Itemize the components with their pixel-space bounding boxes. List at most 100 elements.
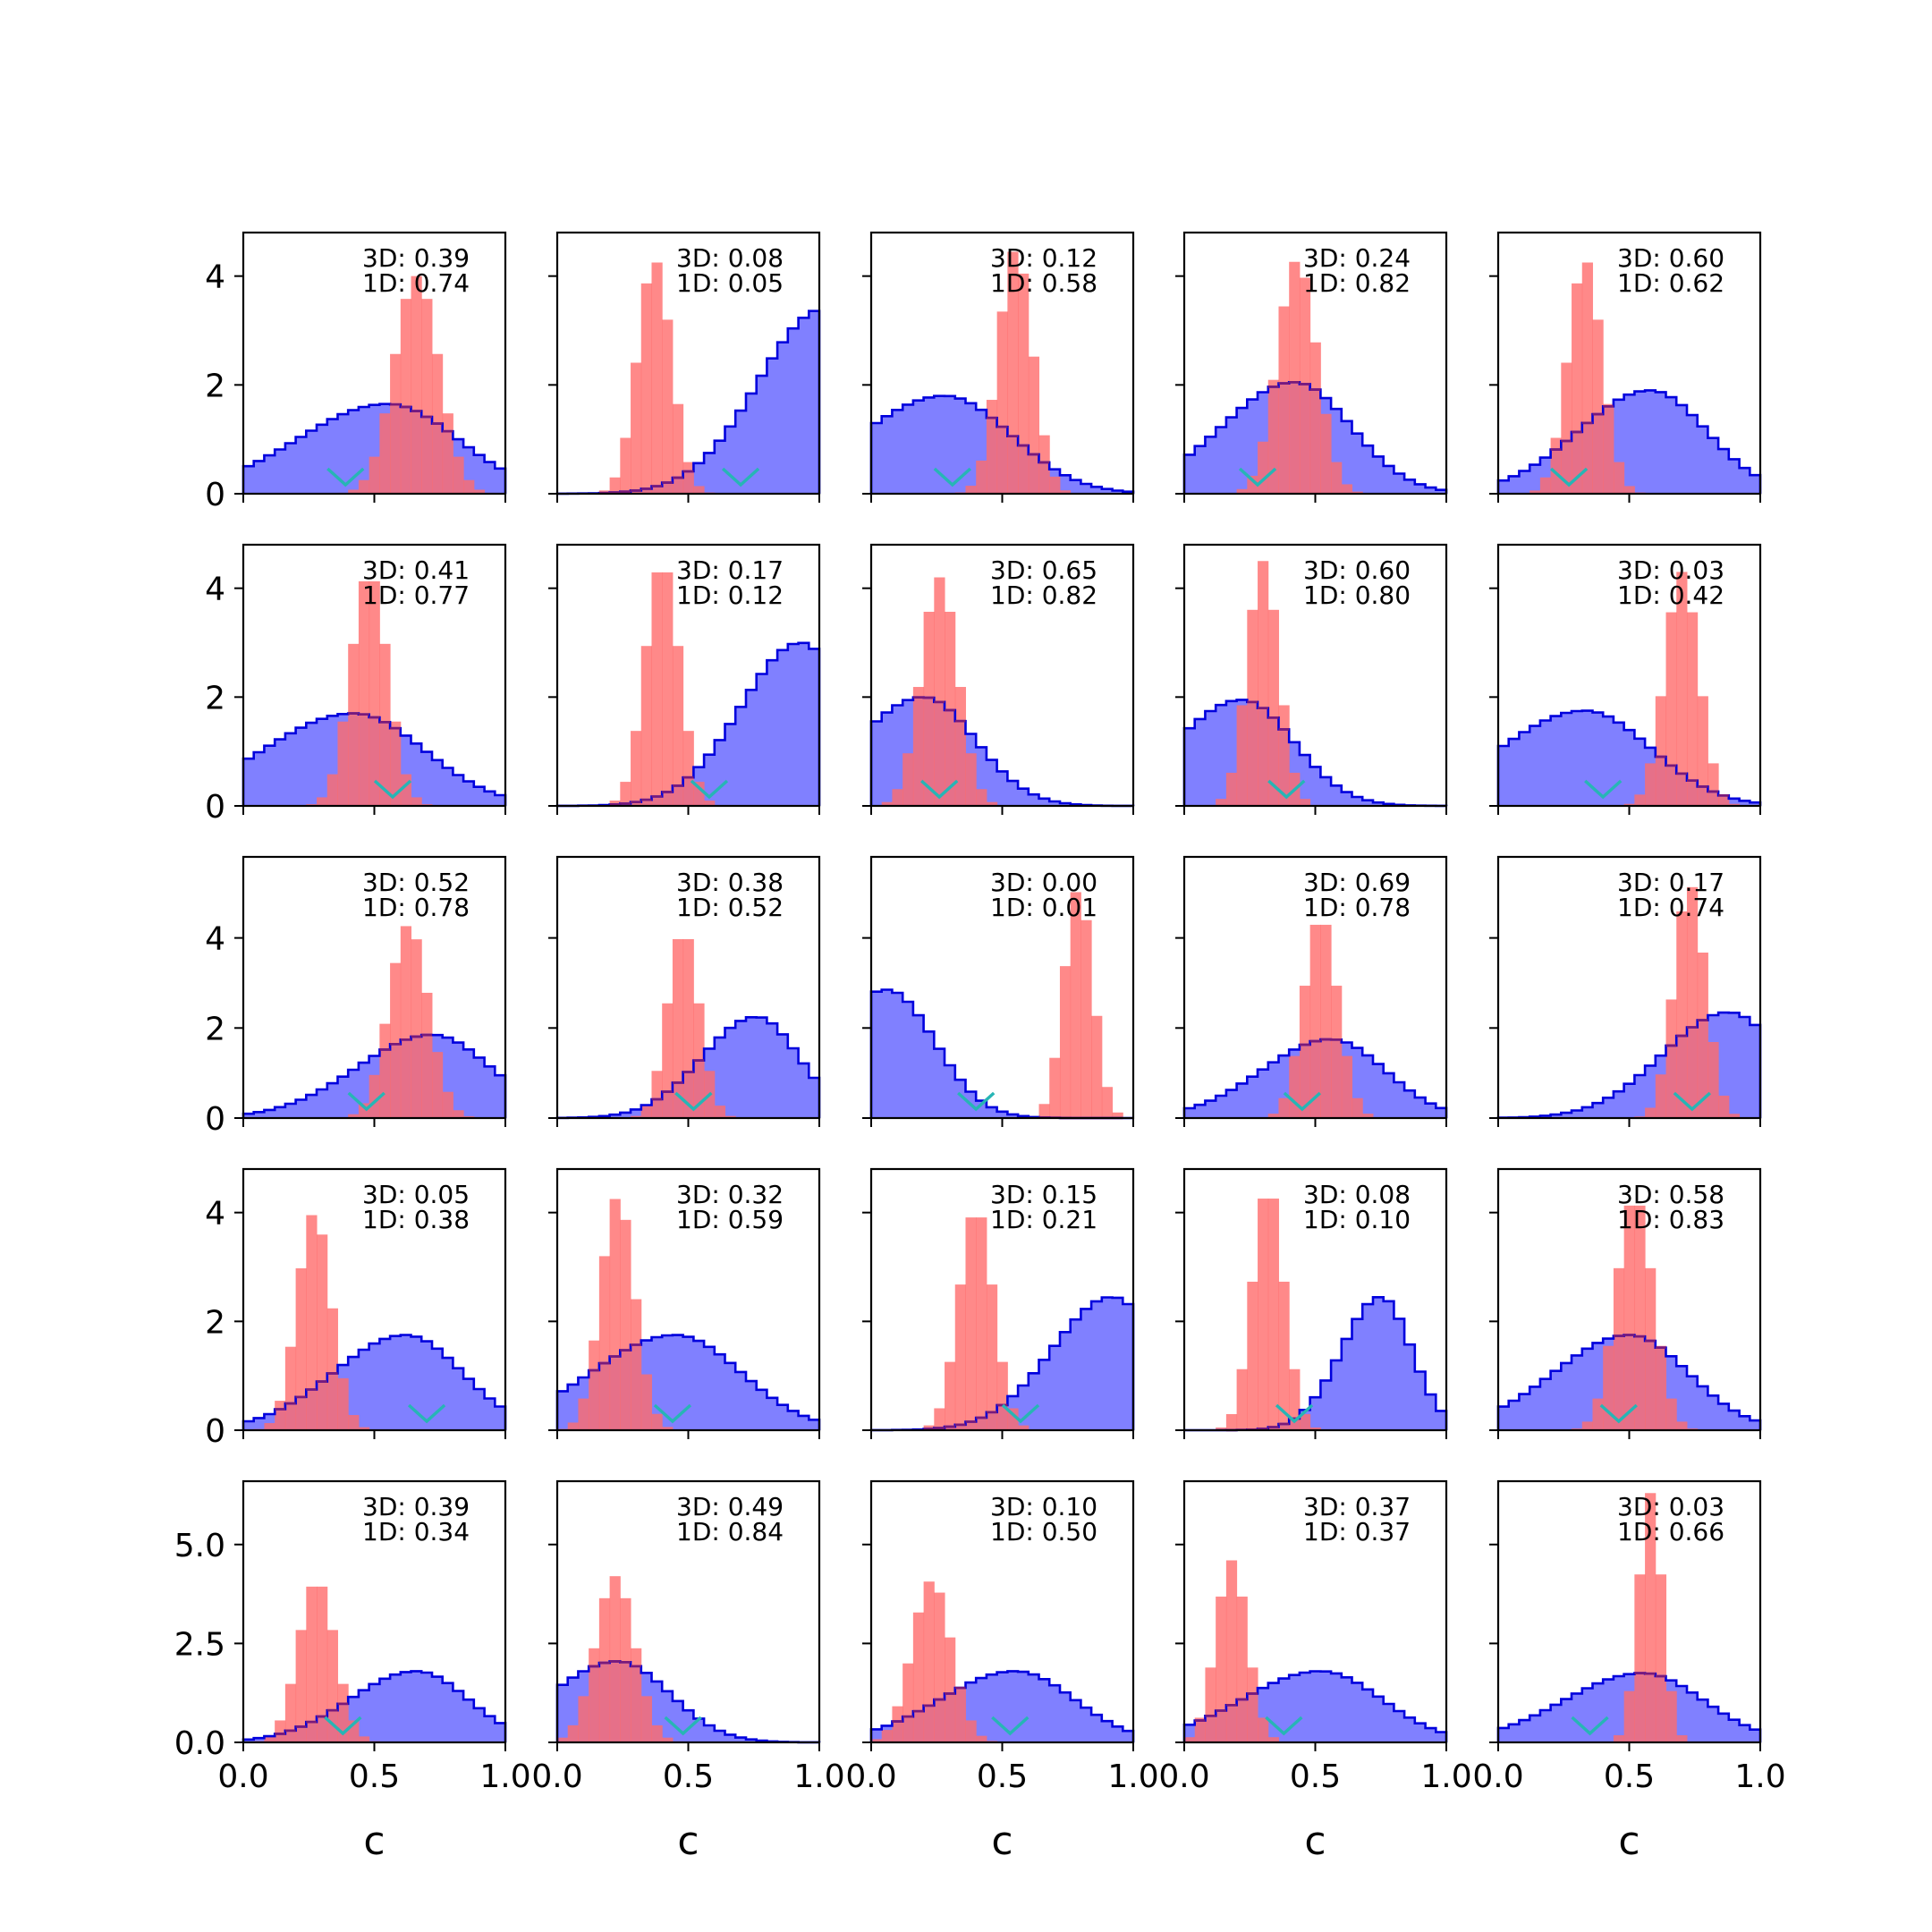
blue-histogram-bar	[400, 1335, 412, 1430]
x-tick-label: 0.0	[217, 1758, 268, 1795]
cyan-marker	[1238, 467, 1277, 487]
blue-histogram-bar	[1550, 716, 1562, 806]
blue-histogram-bar	[1404, 1344, 1416, 1430]
blue-histogram-bar	[1581, 710, 1593, 806]
blue-histogram-bar	[682, 1336, 694, 1430]
blue-histogram-bar	[1686, 415, 1699, 494]
blue-histogram-bar	[1007, 781, 1019, 806]
red-histogram-bar	[1331, 462, 1343, 494]
blue-histogram-bar	[1091, 487, 1103, 494]
blue-histogram-bar	[348, 1069, 360, 1118]
blue-histogram-bar	[495, 468, 506, 494]
blue-histogram-bar	[767, 358, 778, 494]
cyan-marker	[1265, 1716, 1303, 1736]
red-histogram-bar	[348, 489, 360, 494]
red-histogram-bar	[934, 1408, 945, 1430]
cyan-marker	[324, 1716, 362, 1736]
blue-histogram-bar	[1750, 475, 1761, 494]
annotation-1d: 1D: 0.42	[1617, 580, 1724, 610]
red-histogram-bar	[1049, 476, 1061, 494]
red-histogram-bar	[640, 1106, 652, 1118]
red-histogram-bar	[1728, 803, 1741, 806]
x-axis-label: c	[1618, 1818, 1640, 1864]
blue-histogram-bar	[1581, 1106, 1593, 1118]
red-histogram-bar	[1665, 1690, 1677, 1742]
blue-histogram-bar	[411, 743, 422, 806]
red-histogram-bar	[1676, 911, 1688, 1118]
blue-histogram-bar	[1718, 449, 1730, 494]
blue-histogram-bar	[1352, 1318, 1363, 1430]
annotation-1d: 1D: 0.50	[990, 1517, 1097, 1546]
blue-histogram-bar	[442, 1358, 453, 1430]
blue-histogram-bar	[473, 1707, 486, 1742]
red-histogram-bar	[1645, 1267, 1657, 1430]
blue-histogram-outline	[1496, 1672, 1762, 1742]
red-histogram-bar	[326, 1630, 338, 1742]
blue-histogram-bar	[1236, 1083, 1248, 1118]
annotation-3d: 3D: 0.10	[990, 1492, 1097, 1521]
blue-histogram-bar	[473, 1389, 486, 1430]
blue-histogram-bar	[1425, 487, 1436, 494]
blue-histogram-bar	[1194, 718, 1206, 806]
red-histogram-bar	[369, 580, 380, 806]
red-histogram-bar	[348, 1415, 360, 1430]
annotation-1d: 1D: 0.05	[676, 268, 784, 298]
red-histogram-bar	[672, 646, 684, 806]
blue-histogram-bar	[672, 1335, 684, 1430]
red-histogram-bar	[986, 1284, 998, 1430]
blue-histogram-bar	[411, 1336, 422, 1430]
blue-histogram-bar	[1539, 1709, 1552, 1742]
blue-histogram-bar	[1225, 1089, 1238, 1118]
red-histogram-bar	[1697, 696, 1708, 806]
red-histogram-bar	[1059, 490, 1072, 494]
blue-histogram-bar	[431, 1676, 444, 1742]
blue-histogram-bar	[881, 416, 893, 494]
blue-histogram-bar	[756, 674, 767, 806]
blue-histogram-bar	[306, 723, 318, 806]
overlap-outline	[1194, 1692, 1258, 1722]
annotation-1d: 1D: 0.84	[676, 1517, 784, 1546]
blue-histogram-bar	[1216, 705, 1227, 806]
overlap-outline	[892, 1686, 966, 1723]
annotation-3d: 3D: 0.05	[362, 1180, 470, 1209]
red-histogram-bar	[902, 1663, 914, 1742]
red-histogram-bar	[965, 1217, 977, 1430]
red-histogram-bar	[662, 1003, 674, 1118]
red-histogram-bar	[1018, 1425, 1030, 1430]
blue-histogram-bar	[871, 422, 883, 494]
red-histogram-bar	[1613, 462, 1625, 494]
blue-histogram-bar	[1383, 465, 1394, 494]
annotation-1d: 1D: 0.38	[362, 1205, 470, 1234]
blue-histogram-bar	[1320, 776, 1332, 806]
blue-histogram-bar	[986, 1106, 998, 1118]
blue-histogram-bar	[976, 1678, 987, 1742]
blue-histogram-bar	[1592, 712, 1604, 806]
blue-histogram-bar	[326, 1083, 338, 1118]
blue-histogram-bar	[1572, 1110, 1583, 1118]
blue-histogram-bar	[1267, 1062, 1279, 1118]
blue-histogram-bar	[1091, 1301, 1103, 1430]
blue-histogram-bar	[1007, 1671, 1019, 1742]
blue-histogram-bar	[871, 721, 883, 806]
blue-histogram-bar	[1550, 1704, 1562, 1742]
annotation-3d: 3D: 0.12	[990, 243, 1097, 273]
red-histogram-bar	[390, 353, 402, 494]
y-tick-label: 0	[205, 789, 225, 826]
blue-histogram-bar	[892, 410, 903, 494]
blue-histogram-bar	[735, 411, 747, 494]
red-histogram-bar	[631, 1648, 642, 1742]
blue-histogram-bar	[253, 1738, 265, 1742]
overlap-outline	[1634, 1672, 1666, 1678]
blue-histogram-bar	[253, 1418, 265, 1430]
red-histogram-bar	[1267, 1737, 1279, 1742]
blue-histogram-bar	[986, 1674, 998, 1742]
red-histogram-bar	[1603, 403, 1614, 494]
blue-histogram-bar	[798, 642, 809, 806]
blue-histogram-bar	[1739, 801, 1750, 806]
blue-histogram-bar	[1059, 1332, 1072, 1430]
red-histogram-bar	[1194, 1717, 1206, 1742]
red-histogram-bar	[620, 1597, 631, 1742]
red-histogram-bar	[1645, 1107, 1657, 1118]
cyan-marker	[991, 1716, 1030, 1736]
blue-histogram-bar	[767, 1397, 778, 1430]
